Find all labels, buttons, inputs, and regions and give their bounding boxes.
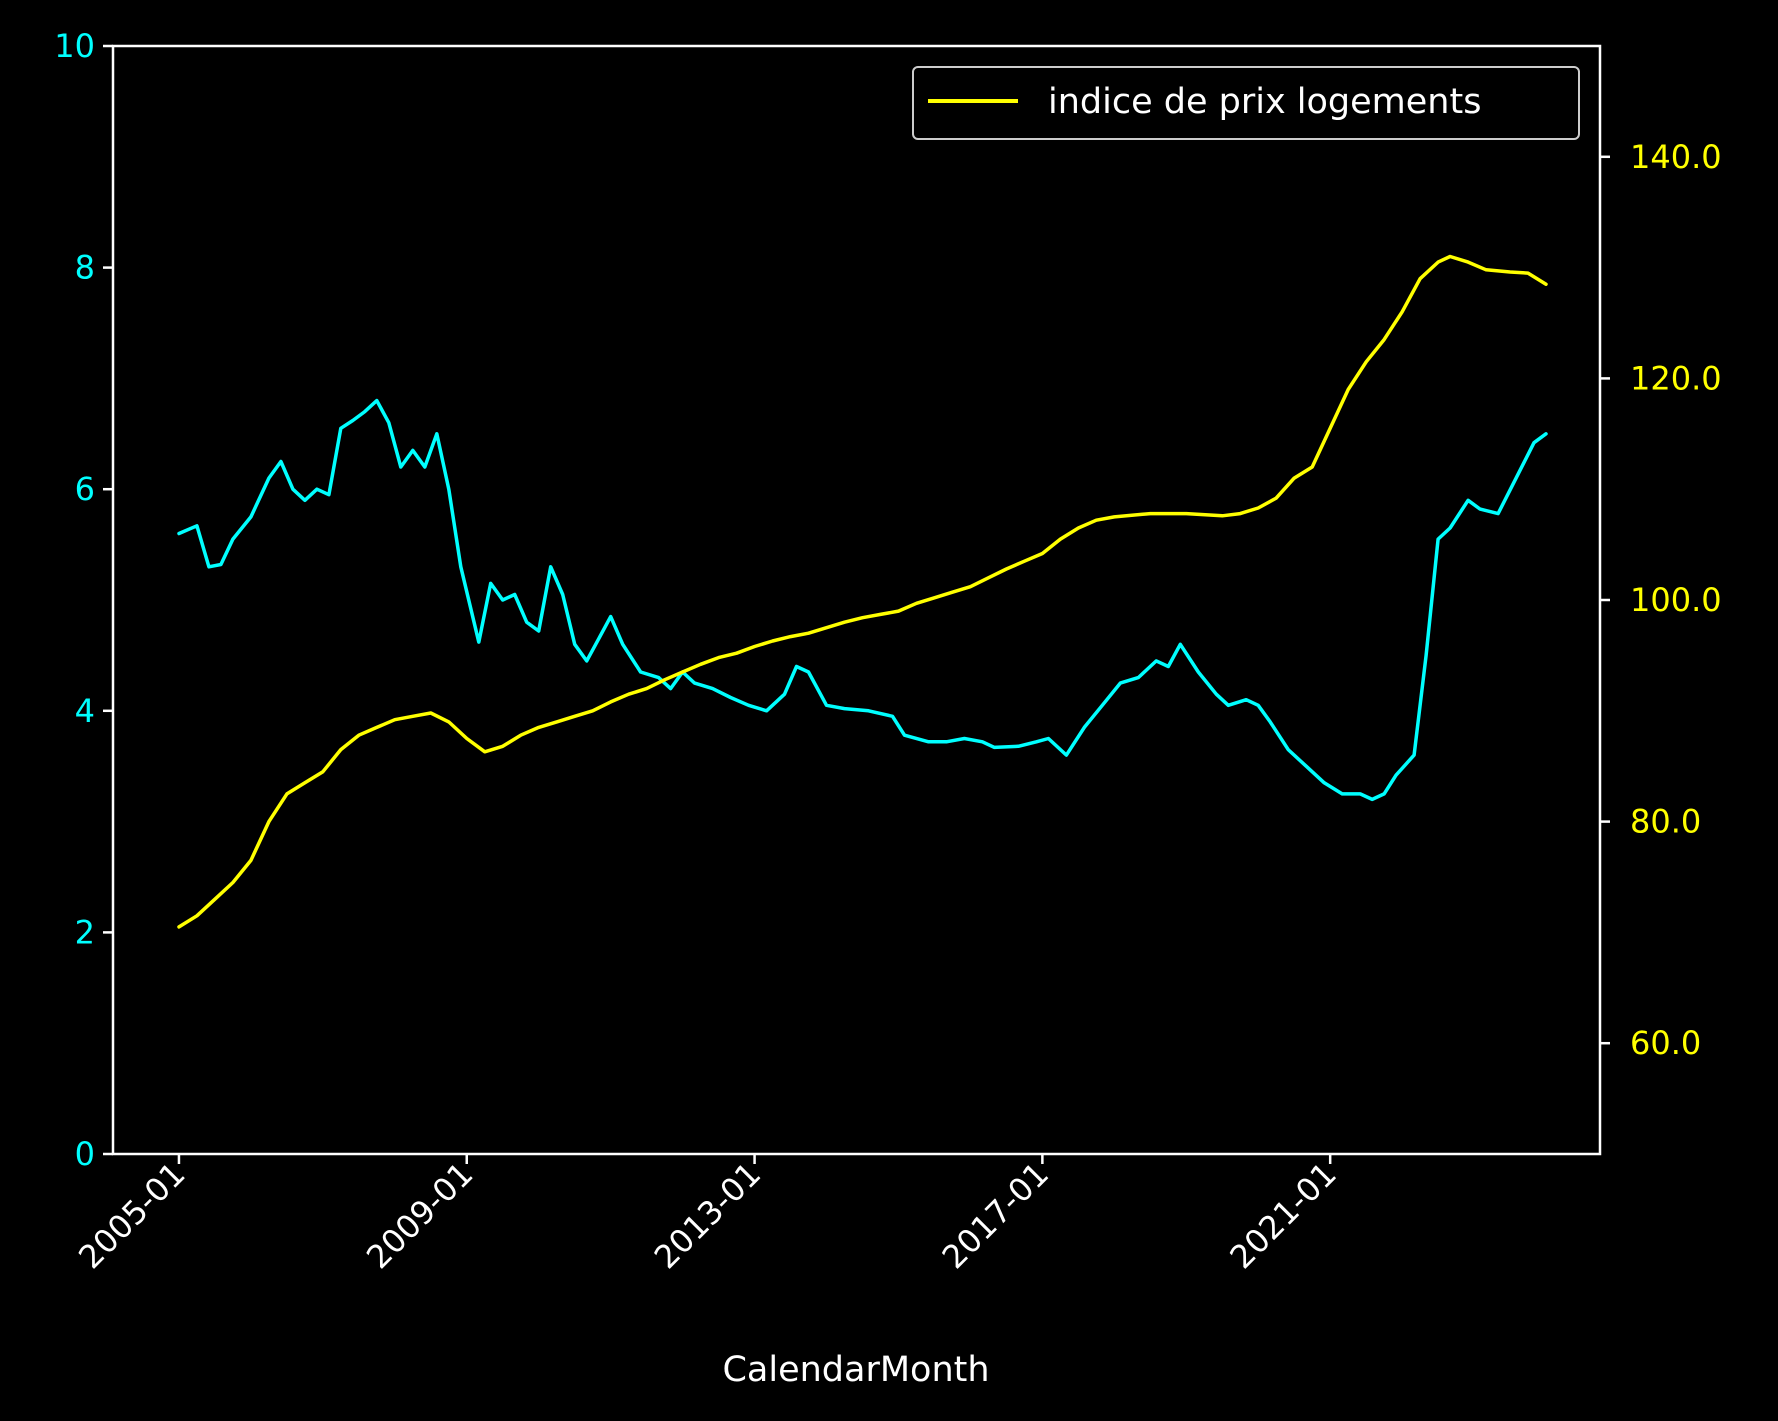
left-y-axis: 0 2 4 6 8 10 [54,27,113,1173]
left-y-tick-label: 2 [75,913,95,951]
series-line-price-index [177,254,1548,929]
left-y-tick-label: 6 [75,470,95,508]
plot-frame [111,44,1602,1156]
right-y-tick-label: 120.0 [1630,359,1722,397]
legend: indice de prix logements [912,66,1580,140]
series-line-left-axis [177,398,1548,802]
right-y-tick-label: 140.0 [1630,138,1722,176]
x-axis-title: CalendarMonth [722,1350,989,1390]
right-y-tick-label: 80.0 [1630,803,1701,841]
legend-label: indice de prix logements [1048,82,1481,122]
left-y-tick-label: 8 [75,249,95,287]
right-y-tick-label: 60.0 [1630,1024,1701,1062]
left-y-tick-label: 0 [75,1135,95,1173]
right-y-axis: 60.0 80.0 100.0 120.0 140.0 [1600,138,1722,1062]
left-y-tick-label: 10 [54,27,95,65]
series-layer [177,254,1548,929]
right-y-tick-label: 100.0 [1630,581,1722,619]
left-y-tick-label: 4 [75,692,95,730]
legend-box [912,66,1580,140]
